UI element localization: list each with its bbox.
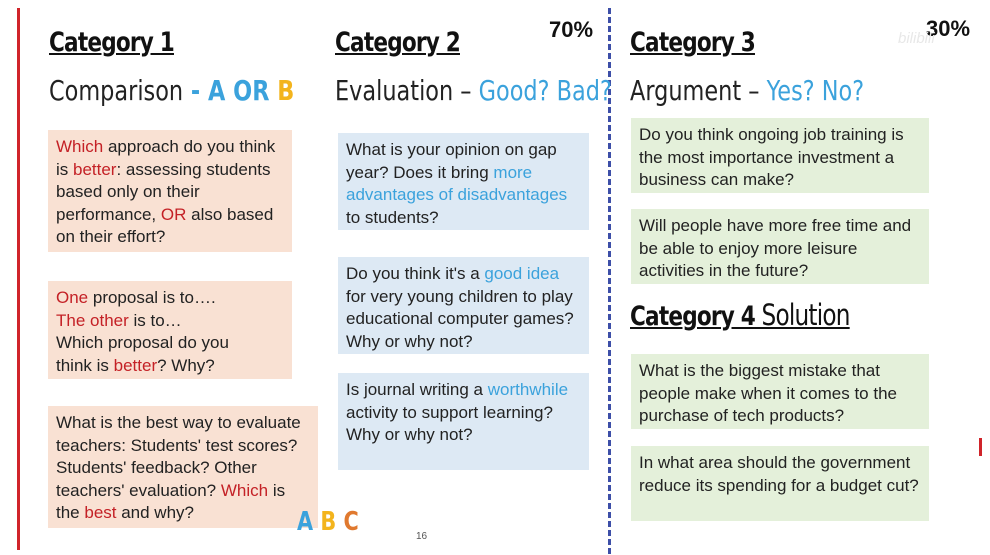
abc-c: C bbox=[343, 507, 359, 537]
percent-right: 30% bbox=[926, 16, 971, 41]
category4-question-box-1: What is the biggest mistake that people … bbox=[631, 354, 929, 429]
column-divider bbox=[608, 8, 611, 554]
category2-question-box-2: Do you think it's a good idea for very y… bbox=[338, 257, 589, 354]
category1-question-box-1: Which approach do you think is better: a… bbox=[48, 130, 292, 252]
category3-question-box-1: Do you think ongoing job training is the… bbox=[631, 118, 929, 193]
page-number: 16 bbox=[416, 531, 428, 542]
watermark-logo: bilibili bbox=[898, 30, 935, 47]
category3-title: Category 3 bbox=[630, 27, 756, 58]
left-accent-line bbox=[17, 8, 20, 550]
category2-title: Category 2 bbox=[335, 27, 461, 58]
category2-subtitle: Evaluation – Good? Bad? bbox=[335, 74, 612, 107]
category3-question-box-2: Will people have more free time and be a… bbox=[631, 209, 929, 284]
category3-subtitle: Argument – Yes? No? bbox=[630, 74, 865, 107]
abc-label: A B C bbox=[297, 507, 359, 537]
abc-b: B bbox=[320, 507, 337, 537]
right-accent-mark bbox=[979, 438, 982, 456]
category2-question-box-1: What is your opinion on gap year? Does i… bbox=[338, 133, 589, 230]
category1-question-box-3: What is the best way to evaluate teacher… bbox=[48, 406, 318, 528]
category4-title: Category 4 Solution bbox=[630, 298, 850, 332]
category2-question-box-3: Is journal writing a worthwhile activity… bbox=[338, 373, 589, 470]
category1-question-box-2: One proposal is to…. The other is to… Whic… bbox=[48, 281, 292, 379]
category4-question-box-2: In what area should the government reduc… bbox=[631, 446, 929, 521]
percent-left: 70% bbox=[549, 17, 594, 42]
category1-title: Category 1 bbox=[49, 27, 175, 58]
abc-a: A bbox=[297, 507, 314, 537]
category4-subtitle: Solution bbox=[754, 298, 851, 332]
category1-subtitle: Comparison - A OR B bbox=[49, 74, 295, 107]
